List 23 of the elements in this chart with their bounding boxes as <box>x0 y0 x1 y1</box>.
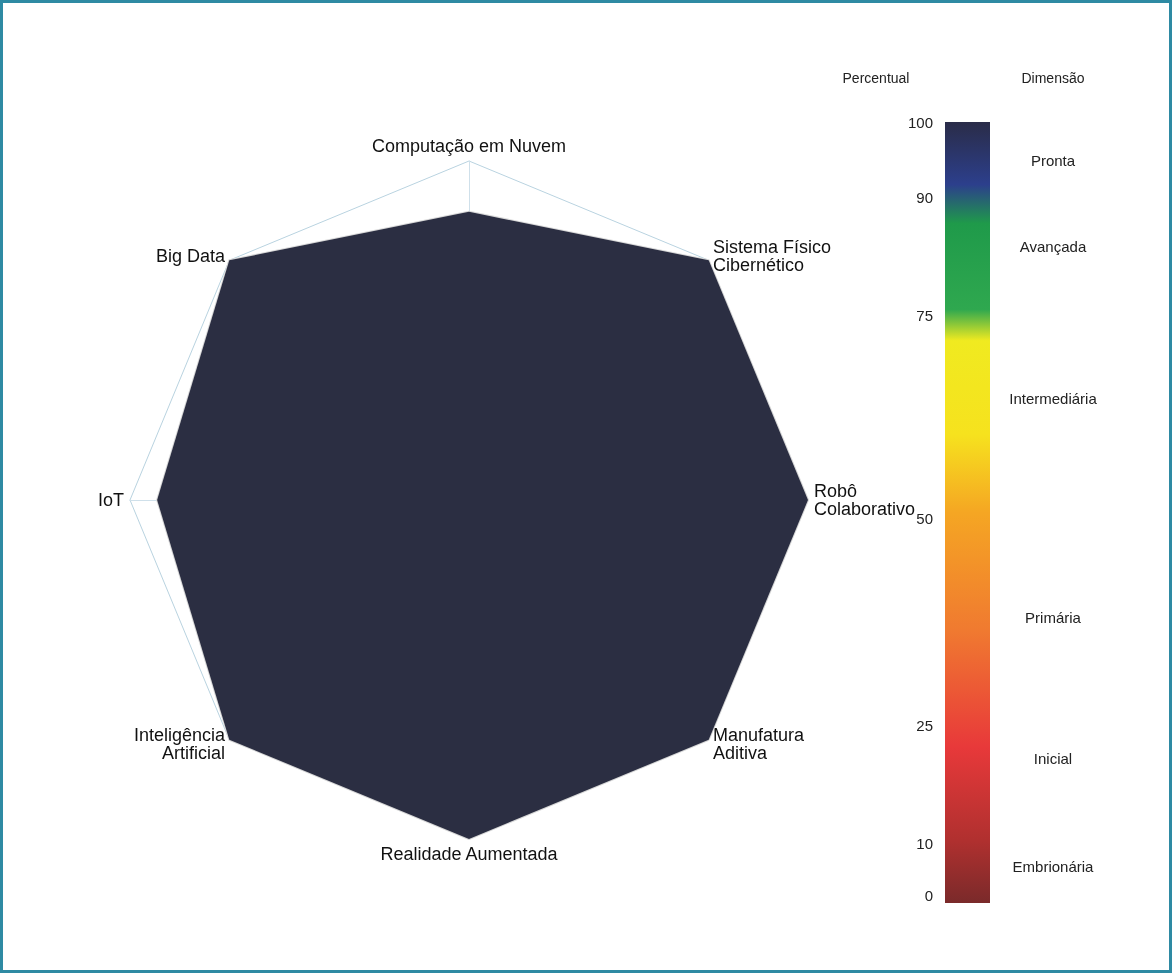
spoke-label: IoT <box>97 490 124 510</box>
text: Dimensão <box>1021 70 1085 86</box>
text: Primária <box>1025 608 1082 626</box>
text: 25 <box>916 716 933 734</box>
text: 0 <box>924 886 933 904</box>
spoke-label: Sistema Físico Cibernético <box>712 237 831 276</box>
spoke-label: Robô Colaborativo <box>814 481 916 519</box>
spoke-label: Big Data <box>156 246 227 267</box>
text: 100 <box>907 113 933 131</box>
text: Inicial <box>1033 749 1073 767</box>
text: Intermediária <box>1009 389 1098 407</box>
text: Embrionária <box>1012 857 1095 875</box>
spoke-label: Realidade Aumentada <box>380 844 559 864</box>
spoke-label: Inteligência Artificial <box>133 724 227 763</box>
text: Percentual <box>842 70 910 86</box>
text: Pronta <box>1030 151 1076 169</box>
text: 10 <box>916 834 933 852</box>
text: 90 <box>916 188 933 206</box>
text: Avançada <box>1019 237 1087 255</box>
text: 50 <box>916 509 933 527</box>
spoke-label: Manufatura Aditiva <box>712 724 805 763</box>
spoke-label: Computação em Nuvem <box>371 136 567 156</box>
text: 75 <box>916 306 933 324</box>
